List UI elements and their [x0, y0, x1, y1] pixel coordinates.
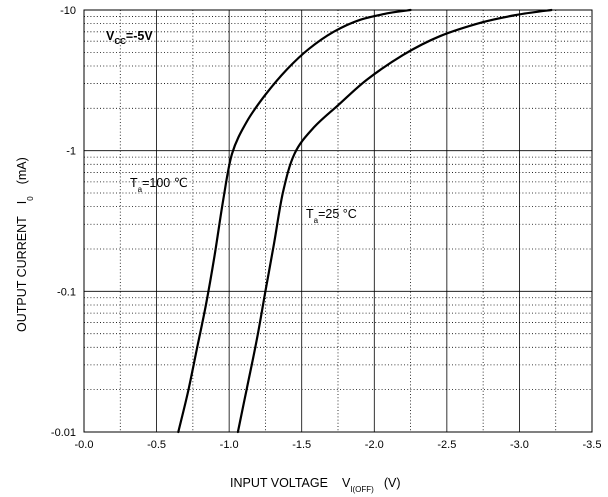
- x-tick-label: -1.0: [220, 439, 239, 451]
- plot-frame: [83, 9, 593, 433]
- y-axis-label: OUTPUT CURRENTI0(mA): [15, 157, 35, 332]
- x-tick-label: -3.0: [510, 439, 529, 451]
- x-tick-label: -0.0: [75, 439, 94, 451]
- x-tick-label: -3.5: [583, 439, 602, 451]
- y-tick-label: -10: [60, 5, 76, 17]
- x-tick-label: -2.5: [437, 439, 456, 451]
- data-series: [177, 8, 553, 434]
- x-tick-labels: -0.0 -0.5 -1.0 -1.5 -2.0 -2.5 -3.0 -3.5: [75, 439, 602, 451]
- plot-grid: [83, 10, 593, 433]
- series-line-ta-100: [177, 8, 412, 434]
- x-tick-label: -0.5: [147, 439, 166, 451]
- y-tick-label: -1: [66, 146, 76, 158]
- y-tick-labels: -10 -1 -0.1 -0.01: [51, 5, 76, 439]
- y-tick-label: -0.1: [57, 286, 76, 298]
- series-label-ta-100: Ta=100 ℃: [130, 176, 188, 194]
- series-line-ta-25: [236, 8, 553, 434]
- condition-label: VCC=-5V: [106, 29, 153, 46]
- series-label-ta-25: Ta=25 °C: [306, 207, 357, 225]
- x-tick-label: -2.0: [365, 439, 384, 451]
- y-tick-label: -0.01: [51, 427, 76, 439]
- x-tick-label: -1.5: [292, 439, 311, 451]
- x-axis-label: INPUT VOLTAGE VI(OFF) (V): [230, 476, 401, 494]
